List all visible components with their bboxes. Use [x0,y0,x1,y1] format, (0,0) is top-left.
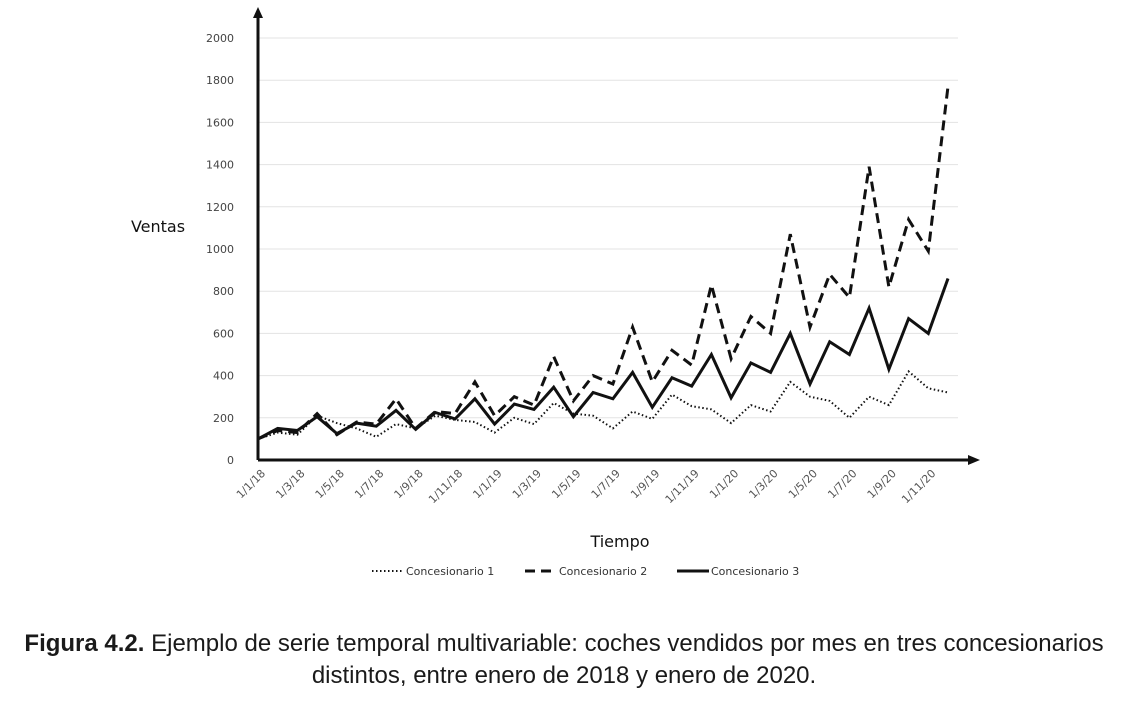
axes [253,7,980,465]
series-lines [257,86,950,441]
x-tick-label: 1/9/20 [865,467,899,501]
series-line-3 [257,277,950,441]
y-tick-label: 600 [213,327,234,340]
x-tick-label: 1/5/20 [786,467,820,501]
y-tick-labels: 0 200 400 600 800 1000 1200 1400 1600 1800 2000 [206,32,234,467]
legend: Concesionario 1 Concesionario 2 Concesiona… [372,565,799,578]
y-axis-title: Ventas [131,217,185,236]
y-axis-arrow [253,7,263,18]
x-tick-label: 1/11/18 [426,467,465,506]
x-tick-label: 1/1/20 [707,467,741,501]
y-tick-label: 400 [213,370,234,383]
x-tick-labels: 1/1/18 1/3/18 1/5/18 1/7/18 1/9/18 1/11/18 1/1… [234,467,939,506]
x-tick-label: 1/7/20 [825,467,859,501]
legend-label-3: Concesionario 3 [711,565,799,578]
legend-label-1: Concesionario 1 [406,565,494,578]
x-tick-label: 1/7/18 [352,467,386,501]
line-chart: 0 200 400 600 800 1000 1200 1400 1600 1800 2000 1/… [131,7,980,578]
y-tick-label: 1200 [206,201,234,214]
x-tick-label: 1/1/18 [234,467,268,501]
series-line-2 [257,86,950,441]
grid-lines [258,37,958,419]
x-tick-label: 1/3/19 [510,467,544,501]
legend-label-2: Concesionario 2 [559,565,647,578]
x-axis-title: Tiempo [589,532,649,551]
y-tick-label: 1800 [206,74,234,87]
x-tick-label: 1/5/18 [313,467,347,501]
x-tick-label: 1/11/20 [899,467,938,506]
x-tick-label: 1/11/19 [663,467,702,506]
series-line-1 [257,369,949,440]
x-tick-label: 1/3/20 [746,467,780,501]
y-tick-label: 1600 [206,116,234,129]
x-tick-label: 1/1/19 [470,467,504,501]
y-tick-label: 2000 [206,32,234,45]
y-tick-label: 1400 [206,159,234,172]
x-tick-label: 1/3/18 [273,467,307,501]
caption-line-2: distintos, entre enero de 2018 y enero d… [311,662,817,689]
x-tick-label: 1/9/19 [628,467,662,501]
figure-caption: Figura 4.2. Ejemplo de serie temporal mu… [0,628,1128,692]
caption-label: Figura 4.2. [24,630,145,657]
x-tick-label: 1/7/19 [589,467,623,501]
x-axis-arrow [968,455,980,465]
y-tick-label: 1000 [206,243,234,256]
caption-text-1: Ejemplo de serie temporal multivariable:… [144,630,1104,657]
x-tick-label: 1/5/19 [549,467,583,501]
caption-line-1: Figura 4.2. Ejemplo de serie temporal mu… [0,628,1128,660]
y-tick-label: 800 [213,285,234,298]
y-tick-label: 0 [227,454,234,467]
x-tick-label: 1/9/18 [392,467,426,501]
y-tick-label: 200 [213,412,234,425]
